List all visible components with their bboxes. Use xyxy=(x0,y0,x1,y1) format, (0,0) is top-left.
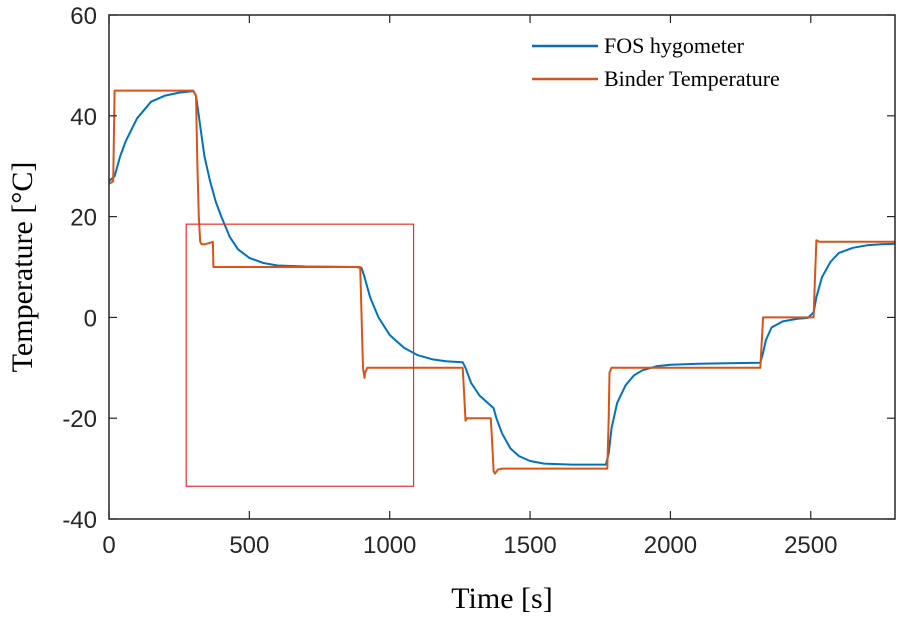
legend-label-binder-temperature: Binder Temperature xyxy=(604,66,780,91)
x-tick-label: 2500 xyxy=(784,532,837,559)
legend-label-fos-hygometer: FOS hygometer xyxy=(604,33,745,58)
x-tick-label: 1500 xyxy=(503,532,556,559)
x-tick-label: 0 xyxy=(102,532,115,559)
x-tick-label: 2000 xyxy=(644,532,697,559)
y-tick-label: 20 xyxy=(70,205,97,232)
series-layer xyxy=(108,89,896,475)
plot-frame xyxy=(108,14,896,520)
x-axis-label: Time [s] xyxy=(451,582,552,615)
y-tick-label: 40 xyxy=(70,104,97,131)
tick-layer: 0 500 1000 1500 2000 2500 -40 -20 0 20 40 60 xyxy=(62,3,895,559)
y-tick-label: 60 xyxy=(70,3,97,30)
annotation-layer xyxy=(185,223,415,487)
x-tick-label: 500 xyxy=(229,532,269,559)
series-line-fos-hygometer xyxy=(108,90,896,466)
series-line-binder-temperature xyxy=(108,89,895,475)
y-tick-label: 0 xyxy=(84,305,97,332)
y-tick-label: -20 xyxy=(62,406,97,433)
y-tick-label: -40 xyxy=(62,507,97,534)
legend: FOS hygometer Binder Temperature xyxy=(532,33,780,91)
x-tick-label: 1000 xyxy=(363,532,416,559)
highlight-rectangle xyxy=(185,223,415,487)
y-axis-label: Temperature [°C] xyxy=(6,162,39,373)
